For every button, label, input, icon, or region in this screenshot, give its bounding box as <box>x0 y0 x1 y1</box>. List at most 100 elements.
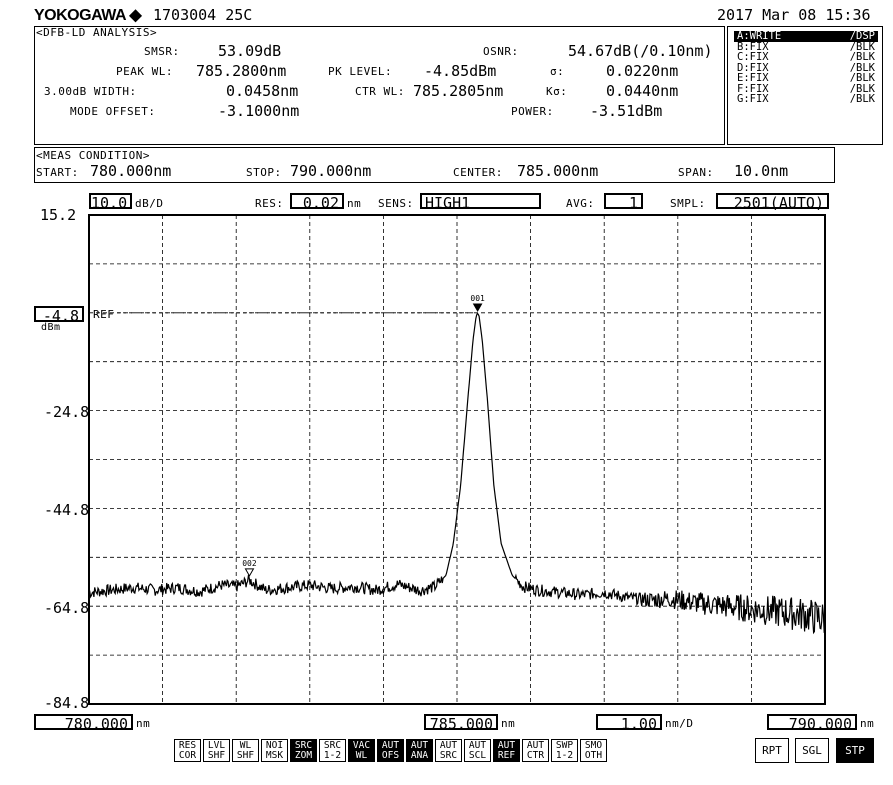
series-line <box>88 312 826 635</box>
trace-item-e[interactable]: E:FIX/BLK <box>737 72 875 84</box>
y-tick-label-bottom: -84.8 <box>44 694 90 712</box>
analysis-panel <box>34 26 725 145</box>
trace-list: A:WRITE/DSP B:FIX/BLK C:FIX/BLK D:FIX/BL… <box>734 31 878 105</box>
peak-wl-value: 785.2800nm <box>196 62 287 80</box>
soft-button-aut-scl[interactable]: AUT SCL <box>464 739 491 762</box>
ref-level-unit: dBm <box>41 322 61 333</box>
instrument-id: 1703004 25C <box>153 6 253 24</box>
osnr-label: OSNR: <box>483 45 519 58</box>
avg-label: AVG: <box>566 197 595 210</box>
rpt-button[interactable]: RPT <box>755 738 789 763</box>
marker-label: 002 <box>242 559 257 568</box>
chart-grid <box>89 215 825 704</box>
condition-panel <box>34 147 835 183</box>
brand-diamond-icon: ◆ <box>129 7 142 24</box>
soft-button-res-cor[interactable]: RES COR <box>174 739 201 762</box>
trace-item-d[interactable]: D:FIX/BLK <box>737 61 875 74</box>
soft-button-swp-1-2[interactable]: SWP 1-2 <box>551 739 578 762</box>
soft-button-src-zom[interactable]: SRC ZOM <box>290 739 317 762</box>
soft-button-lvl-shf[interactable]: LVL SHF <box>203 739 230 762</box>
span-label: SPAN: <box>678 166 714 179</box>
stop-label: STOP: <box>246 166 282 179</box>
trace-panel <box>727 26 883 145</box>
center-label: CENTER: <box>453 166 503 179</box>
stop-value: 790.000nm <box>290 162 372 180</box>
chart-series <box>88 312 826 635</box>
start-label: START: <box>36 166 79 179</box>
soft-button-smo-oth[interactable]: SMO OTH <box>580 739 607 762</box>
smpl-label: SMPL: <box>670 197 706 210</box>
chart-markers: 001 002 <box>242 294 485 577</box>
width-label: 3.00dB WIDTH: <box>44 85 137 98</box>
ksigma-label: Kσ: <box>546 85 568 98</box>
brand-name: YOKOGAWA <box>34 7 126 24</box>
start-value: 780.000nm <box>90 162 172 180</box>
soft-button-aut-ana[interactable]: AUT ANA <box>406 739 433 762</box>
stp-button[interactable]: STP <box>836 738 874 763</box>
power-value: -3.51dBm <box>590 102 663 120</box>
span-div-field[interactable]: 1.00 <box>596 714 662 732</box>
datetime: 2017 Mar 08 15:36 <box>717 6 871 24</box>
trace-item-c[interactable]: C:FIX/BLK <box>737 51 875 63</box>
soft-button-wl-shf[interactable]: WL SHF <box>232 739 259 762</box>
res-field[interactable]: 0.02 <box>290 193 344 211</box>
scale-field[interactable]: 10.0 <box>89 193 132 211</box>
smsr-value: 53.09dB <box>218 42 282 60</box>
analysis-title: <DFB-LD ANALYSIS> <box>36 26 158 39</box>
sgl-button[interactable]: SGL <box>795 738 829 763</box>
condition-title: <MEAS CONDITION> <box>36 149 150 162</box>
res-label: RES: <box>255 197 284 210</box>
y-tick-label: -24.8 <box>44 403 90 421</box>
stop-wl-field[interactable]: 790.000 <box>767 714 857 732</box>
mode-offset-value: -3.1000nm <box>218 102 300 120</box>
peak-wl-label: PEAK WL: <box>116 65 173 78</box>
scale-unit: dB/D <box>135 197 164 210</box>
marker-triangle <box>244 568 255 577</box>
sigma-value: 0.0220nm <box>606 62 679 80</box>
ref-label: REF <box>93 308 115 321</box>
center-wl-field[interactable]: 785.000 <box>424 714 498 732</box>
y-tick-label: -44.8 <box>44 501 90 519</box>
y-tick-label: -64.8 <box>44 599 90 617</box>
soft-button-aut-ofs[interactable]: AUT OFS <box>377 739 404 762</box>
brand-logo: YOKOGAWA ◆ <box>34 5 142 25</box>
smsr-label: SMSR: <box>144 45 180 58</box>
osnr-value: 54.67dB(/0.10nm) <box>568 42 713 60</box>
trace-item-b[interactable]: B:FIX/BLK <box>737 40 875 53</box>
span-div-unit: nm/D <box>665 717 694 730</box>
soft-button-vac-wl[interactable]: VAC WL <box>348 739 375 762</box>
smpl-field[interactable]: 2501(AUTO) <box>716 193 829 211</box>
marker-label: 001 <box>470 294 485 303</box>
ctr-wl-label: CTR WL: <box>355 85 405 98</box>
soft-button-noi-msk[interactable]: NOI MSK <box>261 739 288 762</box>
avg-field[interactable]: 1 <box>604 193 643 211</box>
soft-button-aut-ctr[interactable]: AUT CTR <box>522 739 549 762</box>
start-wl-field[interactable]: 780.000 <box>34 714 133 732</box>
stop-wl-unit: nm <box>860 717 875 730</box>
ctr-wl-value: 785.2805nm <box>413 82 504 100</box>
pk-level-value: -4.85dBm <box>424 62 497 80</box>
sens-field[interactable]: HIGH1 <box>420 193 541 211</box>
soft-button-src-1-2[interactable]: SRC 1-2 <box>319 739 346 762</box>
trace-item-g[interactable]: G:FIX/BLK <box>737 93 875 105</box>
pk-level-label: PK LEVEL: <box>328 65 393 78</box>
center-value: 785.000nm <box>517 162 599 180</box>
sens-label: SENS: <box>378 197 414 210</box>
ref-level-field[interactable]: -4.8 <box>34 306 84 324</box>
ksigma-value: 0.0440nm <box>606 82 679 100</box>
trace-item-a[interactable]: A:WRITE/DSP <box>734 31 878 42</box>
span-value: 10.0nm <box>734 162 789 180</box>
res-unit: nm <box>347 197 362 210</box>
power-label: POWER: <box>511 105 554 118</box>
center-wl-unit: nm <box>501 717 516 730</box>
width-value: 0.0458nm <box>226 82 299 100</box>
y-tick-label-top: 15.2 <box>40 206 77 224</box>
sigma-label: σ: <box>550 65 565 78</box>
soft-button-aut-src[interactable]: AUT SRC <box>435 739 462 762</box>
plot-frame <box>88 214 826 705</box>
soft-button-aut-ref[interactable]: AUT REF <box>493 739 520 762</box>
mode-offset-label: MODE OFFSET: <box>70 105 156 118</box>
start-wl-unit: nm <box>136 717 151 730</box>
trace-item-f[interactable]: F:FIX/BLK <box>737 82 875 95</box>
